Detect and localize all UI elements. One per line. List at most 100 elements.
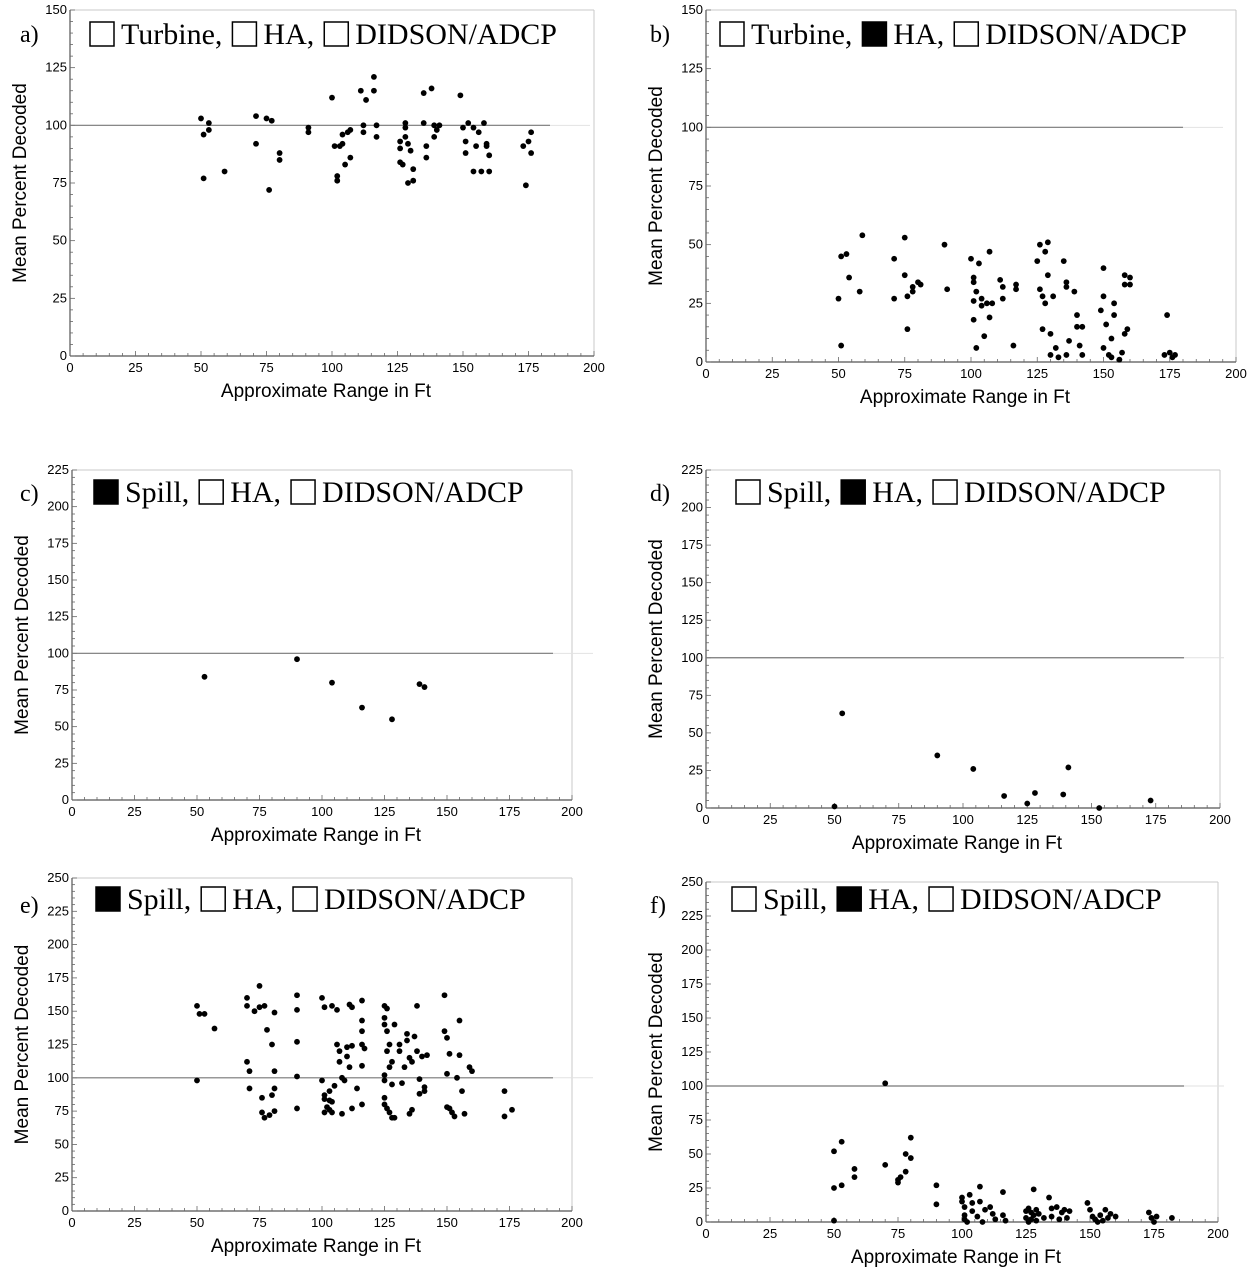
data-point <box>486 152 493 159</box>
data-point <box>194 1077 200 1084</box>
y-tick-label: 175 <box>47 970 69 985</box>
y-tick-label: 75 <box>689 1112 703 1127</box>
data-point <box>454 1074 460 1081</box>
data-point <box>349 1105 355 1112</box>
data-point <box>373 133 380 140</box>
data-point <box>371 87 377 94</box>
data-point <box>1071 288 1078 295</box>
legend-entry: DIDSON/ADCP <box>322 476 524 509</box>
y-tick-label: 0 <box>60 348 67 363</box>
data-point <box>414 1002 420 1009</box>
data-point <box>396 1041 403 1048</box>
data-point <box>970 274 977 281</box>
data-point <box>979 1219 986 1225</box>
y-tick-label: 50 <box>689 237 703 252</box>
data-point <box>1107 1210 1114 1217</box>
legend-swatch <box>231 21 258 47</box>
legend-swatch <box>840 479 866 505</box>
data-point <box>1161 352 1168 358</box>
data-point <box>1035 1210 1042 1217</box>
data-point <box>483 143 490 149</box>
data-point <box>246 1068 253 1075</box>
x-axis-label: Approximate Range in Ft <box>221 381 432 402</box>
data-point <box>321 1096 328 1103</box>
data-point <box>891 255 898 262</box>
x-tick-label: 100 <box>311 804 333 819</box>
legend-entry: DIDSON/ADCP <box>985 18 1187 51</box>
data-point <box>405 180 411 186</box>
data-point <box>1013 281 1019 288</box>
data-point <box>1053 1204 1060 1210</box>
data-point <box>977 1183 983 1190</box>
x-tick-label: 75 <box>252 804 266 819</box>
x-tick-label: 200 <box>1209 812 1231 827</box>
y-tick-label: 25 <box>689 1180 703 1195</box>
data-point <box>421 1084 428 1091</box>
x-tick-label: 200 <box>561 804 583 819</box>
data-point <box>271 1108 278 1114</box>
data-point <box>970 316 977 323</box>
x-tick-label: 100 <box>952 812 974 827</box>
x-tick-label: 75 <box>892 812 906 827</box>
x-tick-label: 100 <box>311 1215 333 1230</box>
data-point <box>1052 345 1059 351</box>
x-tick-label: 200 <box>583 360 605 375</box>
data-point <box>1124 326 1131 333</box>
y-tick-label: 150 <box>681 2 703 17</box>
data-point <box>520 143 527 149</box>
chart-panel-6: 0 25 50 75 100 125 150 175 200 0 25 50 75 100 125 150 17… <box>646 874 1229 1268</box>
data-point <box>359 1028 365 1035</box>
data-point <box>428 85 435 92</box>
data-point <box>271 1068 278 1075</box>
data-point <box>999 295 1006 302</box>
data-point <box>194 1002 200 1009</box>
data-point <box>1127 274 1133 281</box>
y-tick-label: 75 <box>55 682 69 697</box>
data-point <box>1041 1215 1047 1221</box>
data-point <box>465 120 472 126</box>
legend-swatch <box>731 886 757 912</box>
x-tick-label: 50 <box>190 804 204 819</box>
x-tick-label: 175 <box>499 1215 521 1230</box>
data-point <box>414 1048 420 1055</box>
data-point <box>221 168 228 175</box>
data-point <box>405 140 411 147</box>
data-point <box>987 1204 994 1210</box>
data-point <box>1079 323 1086 330</box>
x-tick-label: 25 <box>763 1226 777 1241</box>
data-point <box>1063 284 1070 290</box>
data-point <box>389 1058 395 1065</box>
data-point <box>1111 300 1117 307</box>
data-point <box>997 276 1004 283</box>
data-point <box>1084 1200 1091 1206</box>
data-point <box>256 982 263 989</box>
data-point <box>1037 286 1043 293</box>
data-point <box>856 288 863 295</box>
chart-panel-3: 0 25 50 75 100 125 150 175 200 0 25 50 75 100 125 150 17… <box>12 462 593 846</box>
data-point <box>334 177 341 184</box>
data-point <box>944 286 951 293</box>
data-point <box>501 1113 508 1120</box>
data-point <box>999 284 1006 290</box>
data-point <box>402 120 409 126</box>
x-axis-label: Approximate Range in Ft <box>211 825 422 846</box>
data-point <box>1047 330 1054 337</box>
data-point <box>1000 1189 1006 1195</box>
data-point <box>347 154 354 161</box>
y-tick-label: 125 <box>47 609 69 624</box>
data-point <box>397 145 404 152</box>
data-point <box>1055 354 1062 361</box>
data-point <box>831 1185 837 1191</box>
data-point <box>419 1053 425 1060</box>
y-axis-label: Mean Percent Decoded <box>646 86 667 286</box>
data-point <box>321 1004 328 1011</box>
legend-entry: Spill, <box>767 476 831 509</box>
data-point <box>1127 281 1133 288</box>
x-axis-label: Approximate Range in Ft <box>211 1236 422 1257</box>
data-point <box>294 1006 300 1013</box>
data-point <box>1103 321 1110 328</box>
legend-entry: Spill, <box>763 883 827 916</box>
x-tick-label: 200 <box>1225 366 1247 381</box>
data-point <box>329 1002 335 1009</box>
y-axis-label: Mean Percent Decoded <box>646 952 667 1152</box>
